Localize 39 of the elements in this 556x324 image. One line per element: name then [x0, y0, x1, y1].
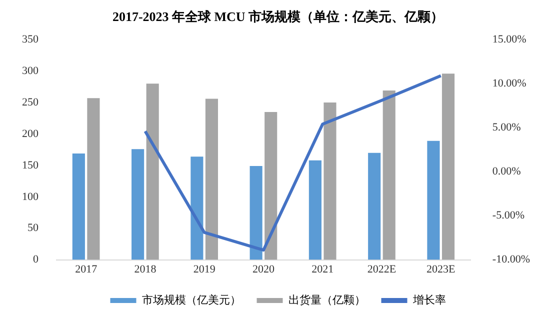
y2-tick-label: 0.00%: [492, 166, 521, 178]
x-tick-label: 2022E: [367, 263, 396, 276]
y-tick-label: 50: [28, 222, 39, 234]
bar: [368, 152, 381, 260]
y-tick-label: 150: [22, 159, 39, 172]
y-tick-label: 300: [22, 64, 39, 77]
y2-tick-label: -5.00%: [492, 210, 524, 222]
bar: [146, 84, 159, 260]
y2-tick-label: -10.00%: [492, 254, 530, 266]
x-tick-label: 2019: [193, 263, 216, 276]
bar: [87, 98, 100, 260]
x-tick-label: 2017: [75, 263, 98, 276]
bar: [190, 156, 204, 260]
x-tick-label: 2018: [134, 263, 157, 276]
bar: [72, 153, 85, 260]
bar: [308, 160, 322, 260]
y-tick-label: 100: [22, 190, 39, 203]
y-tick-label: 250: [22, 96, 39, 108]
legend-label: 出货量（亿颗）: [288, 293, 366, 306]
y-tick-label: 350: [22, 33, 39, 46]
y-tick-label: 200: [22, 128, 39, 140]
x-tick-label: 2021: [312, 263, 334, 276]
bar: [264, 112, 278, 260]
legend-label: 市场规模（亿美元）: [142, 293, 241, 306]
y2-tick-label: 5.00%: [492, 122, 521, 134]
y-tick-label: 0: [33, 254, 39, 266]
bar: [250, 166, 262, 260]
legend-label: 增长率: [412, 293, 446, 306]
bar: [427, 140, 440, 260]
bar: [132, 149, 144, 260]
bar: [324, 102, 336, 260]
bar: [205, 98, 218, 260]
y2-tick-label: 15.00%: [492, 33, 526, 46]
bar: [382, 90, 396, 260]
x-tick-label: 2023E: [426, 263, 456, 276]
chart-title: 2017-2023 年全球 MCU 市场规模（单位：亿美元、亿颗）: [112, 9, 444, 24]
bar: [442, 74, 455, 260]
y2-tick-label: 10.00%: [492, 78, 526, 90]
x-tick-label: 2020: [252, 263, 275, 276]
